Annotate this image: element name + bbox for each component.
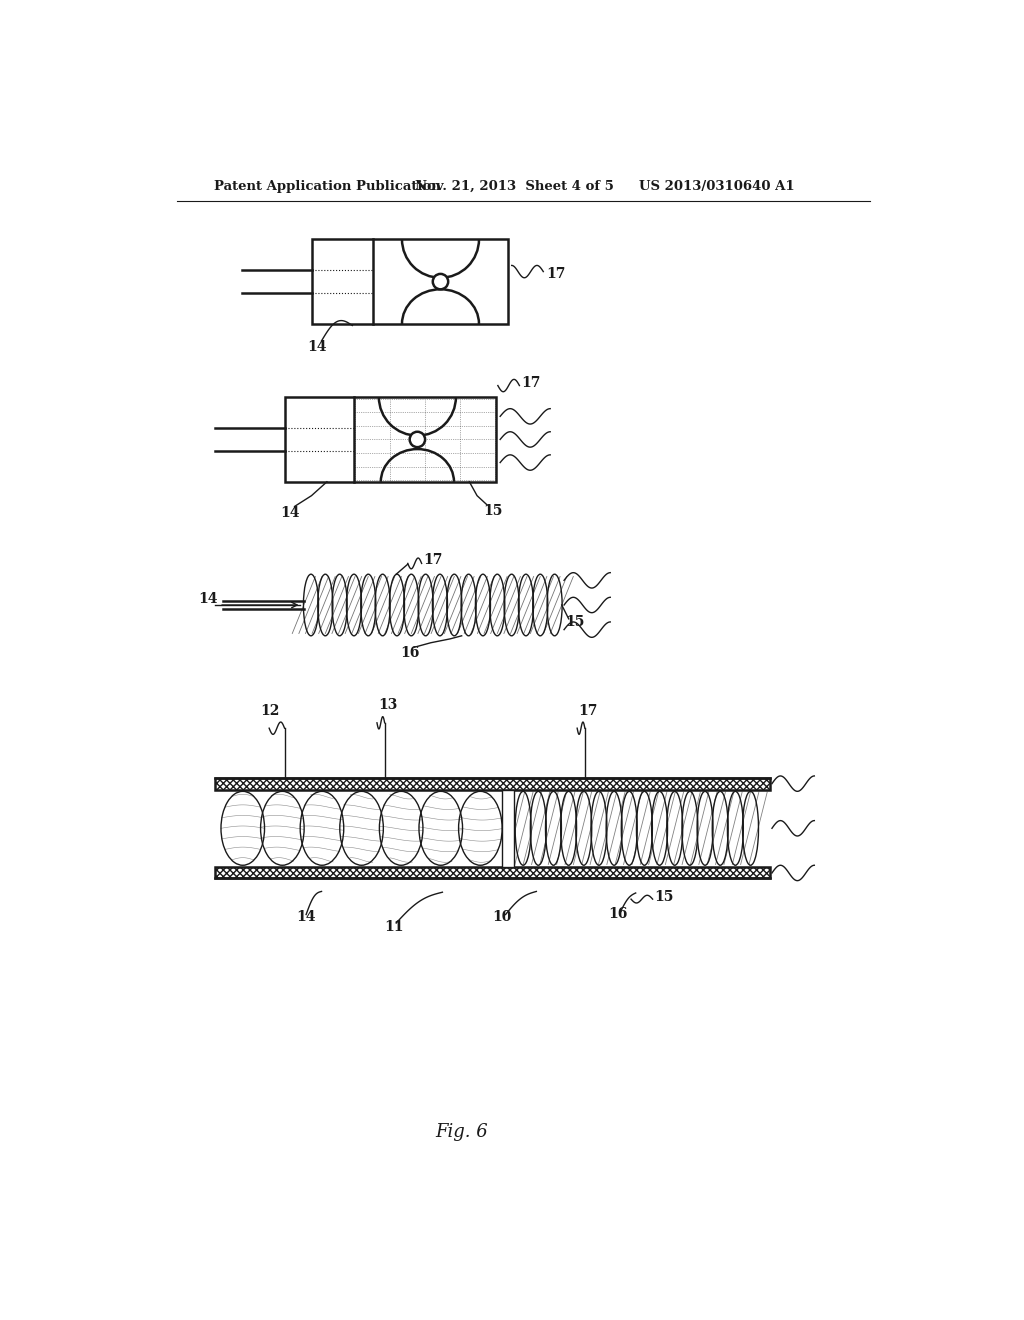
Bar <box>304 574 562 636</box>
Bar <box>285 397 497 482</box>
Bar <box>215 867 770 878</box>
Text: 14: 14 <box>281 506 300 520</box>
Text: 17: 17 <box>579 704 598 718</box>
Text: Patent Application Publication: Patent Application Publication <box>214 180 440 193</box>
Text: 17: 17 <box>423 553 442 568</box>
Text: 10: 10 <box>493 909 512 924</box>
Bar <box>311 239 508 323</box>
Text: 14: 14 <box>296 909 315 924</box>
Text: 14: 14 <box>307 341 327 354</box>
Text: US 2013/0310640 A1: US 2013/0310640 A1 <box>639 180 795 193</box>
Text: 15: 15 <box>654 891 674 904</box>
Text: 17: 17 <box>521 376 541 391</box>
Text: 12: 12 <box>260 704 280 718</box>
Text: Fig. 6: Fig. 6 <box>435 1123 488 1142</box>
Bar <box>502 789 514 867</box>
Text: 16: 16 <box>400 645 420 660</box>
Bar <box>215 779 770 789</box>
Bar <box>215 789 770 867</box>
Text: 15: 15 <box>565 615 585 628</box>
Text: 17: 17 <box>547 267 565 281</box>
Text: Nov. 21, 2013  Sheet 4 of 5: Nov. 21, 2013 Sheet 4 of 5 <box>416 180 614 193</box>
Text: 11: 11 <box>385 920 404 933</box>
Text: 15: 15 <box>483 504 503 517</box>
Circle shape <box>410 432 425 447</box>
Text: 16: 16 <box>608 907 628 921</box>
Bar <box>515 792 758 866</box>
Circle shape <box>433 275 449 289</box>
Text: 13: 13 <box>379 698 398 711</box>
Text: 14: 14 <box>199 591 218 606</box>
